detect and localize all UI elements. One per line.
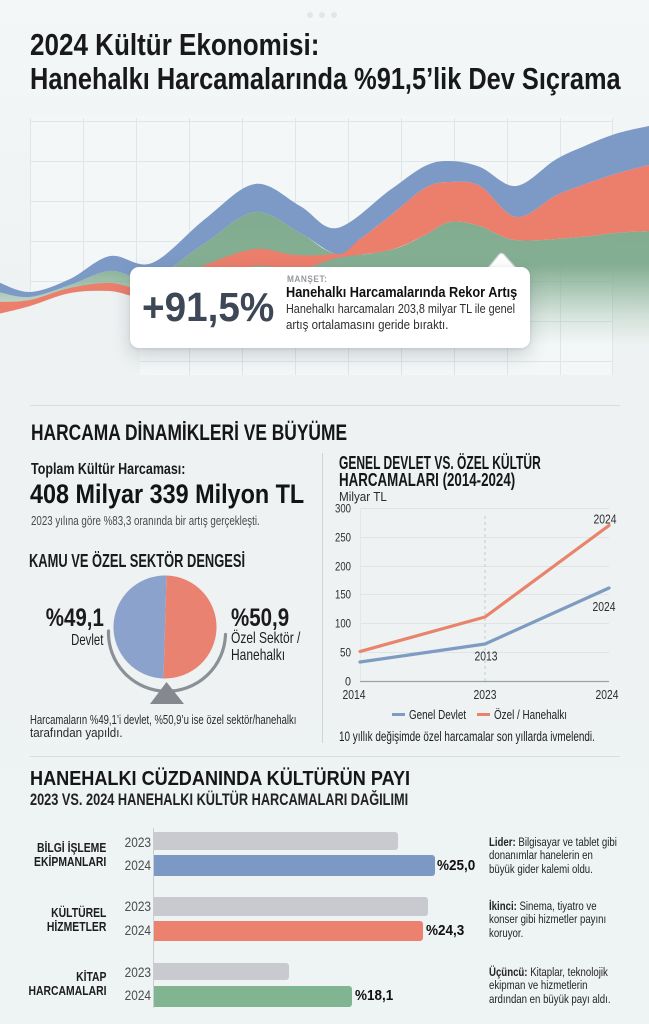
svg-text:2014: 2014: [343, 687, 366, 702]
svg-text:2024: 2024: [596, 687, 619, 702]
svg-text:300: 300: [335, 502, 351, 516]
svg-text:200: 200: [335, 560, 351, 574]
svg-text:0: 0: [345, 675, 351, 689]
svg-text:2024: 2024: [594, 512, 617, 527]
svg-text:250: 250: [335, 531, 351, 545]
svg-text:2013: 2013: [475, 649, 498, 664]
svg-text:2023: 2023: [474, 687, 497, 702]
svg-text:2024: 2024: [593, 599, 616, 614]
svg-text:100: 100: [335, 617, 351, 631]
svg-text:150: 150: [335, 588, 351, 602]
svg-text:50: 50: [340, 646, 351, 660]
